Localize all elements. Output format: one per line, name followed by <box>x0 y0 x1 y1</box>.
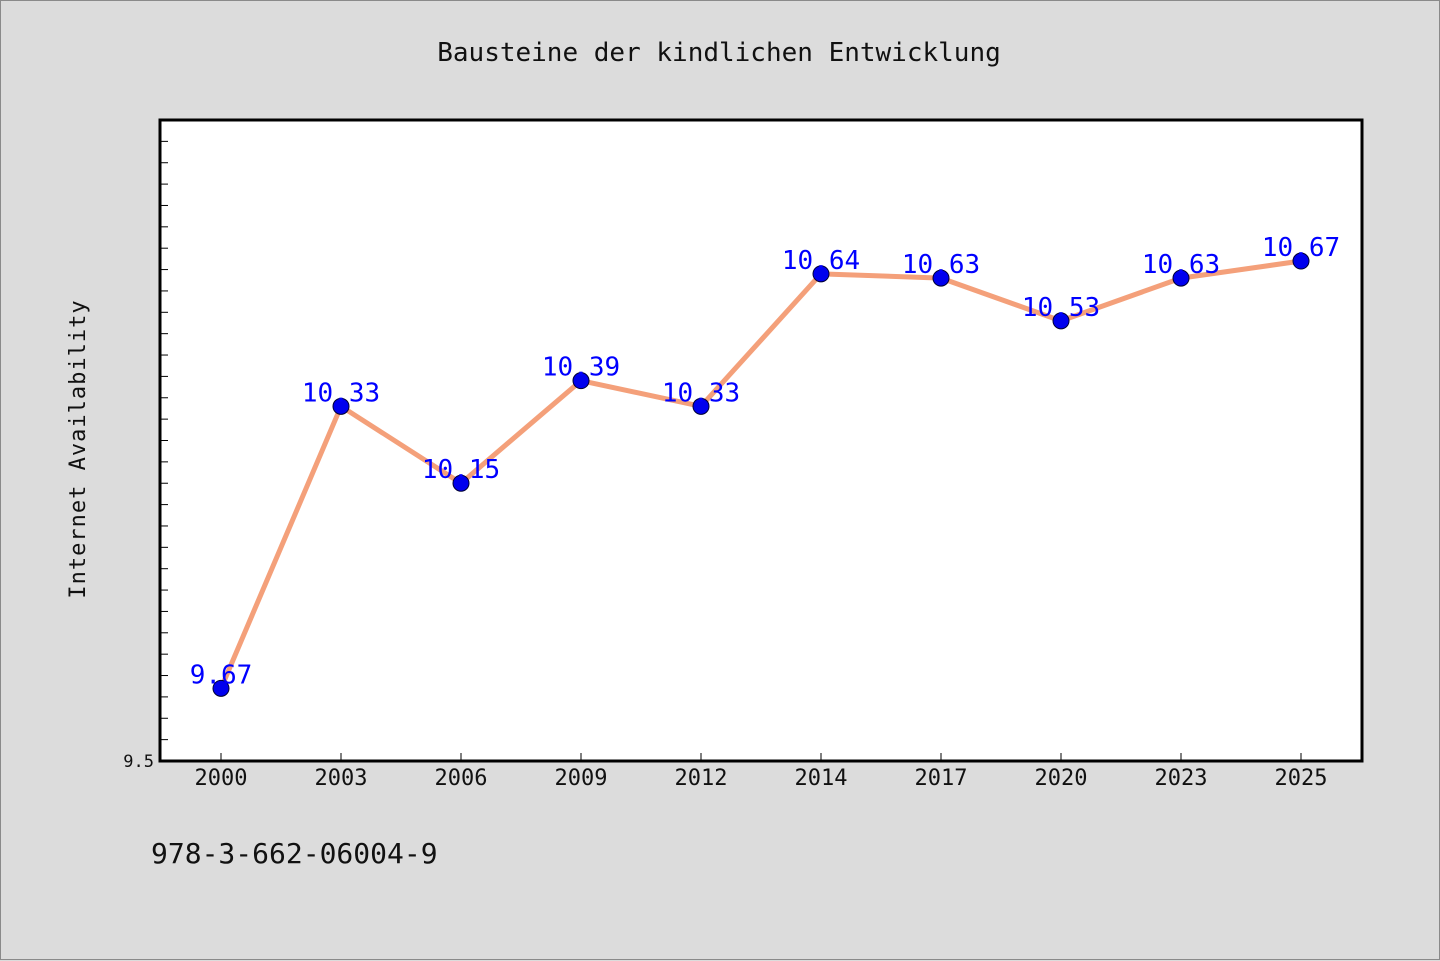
x-tick-label: 2012 <box>675 766 728 791</box>
data-label: 10.15 <box>422 455 500 485</box>
x-tick-label: 2003 <box>315 766 368 791</box>
plot-area <box>158 118 1364 763</box>
data-point <box>452 474 470 492</box>
y-tick-label: 9.5 <box>123 752 154 772</box>
data-label: 10.63 <box>1142 250 1220 280</box>
x-tick-label: 2020 <box>1035 766 1088 791</box>
x-tick-label: 2006 <box>435 766 488 791</box>
series-line <box>218 258 1304 691</box>
y-axis-ticks: 9.5 <box>123 140 168 772</box>
x-axis-ticks: 2000 2003 2006 2009 2012 2014 2017 2020 2023 2025 <box>195 753 1328 791</box>
data-label: 10.39 <box>542 353 620 383</box>
data-label: 10.63 <box>902 250 980 280</box>
data-labels: 9.67 10.33 10.15 10.39 10.33 10.64 10.63 10.53 1… <box>190 233 1340 690</box>
x-tick-label: 2025 <box>1275 766 1328 791</box>
x-tick-label: 2023 <box>1155 766 1208 791</box>
x-tick-label: 2017 <box>915 766 968 791</box>
data-label: 9.67 <box>190 660 253 690</box>
series-layer <box>212 252 1310 697</box>
data-point <box>212 679 230 697</box>
data-point <box>1292 252 1310 270</box>
x-tick-label: 2014 <box>795 766 848 791</box>
y-axis-label: Internet Availability <box>66 299 91 598</box>
data-point <box>932 269 950 287</box>
data-point <box>1172 269 1190 287</box>
data-label: 10.53 <box>1022 293 1100 323</box>
data-point <box>1052 312 1070 330</box>
x-tick-label: 2000 <box>195 766 248 791</box>
data-label: 10.67 <box>1262 233 1340 263</box>
x-tick-label: 2009 <box>555 766 608 791</box>
data-point <box>572 372 590 390</box>
data-point <box>812 265 830 283</box>
data-point <box>692 397 710 415</box>
isbn-footer: 978-3-662-06004-9 <box>151 837 438 870</box>
chart-title: Bausteine der kindlichen Entwicklung <box>437 38 1001 68</box>
data-label: 10.33 <box>662 378 740 408</box>
data-label: 10.33 <box>302 378 380 408</box>
data-label: 10.64 <box>782 246 860 276</box>
data-point <box>332 397 350 415</box>
